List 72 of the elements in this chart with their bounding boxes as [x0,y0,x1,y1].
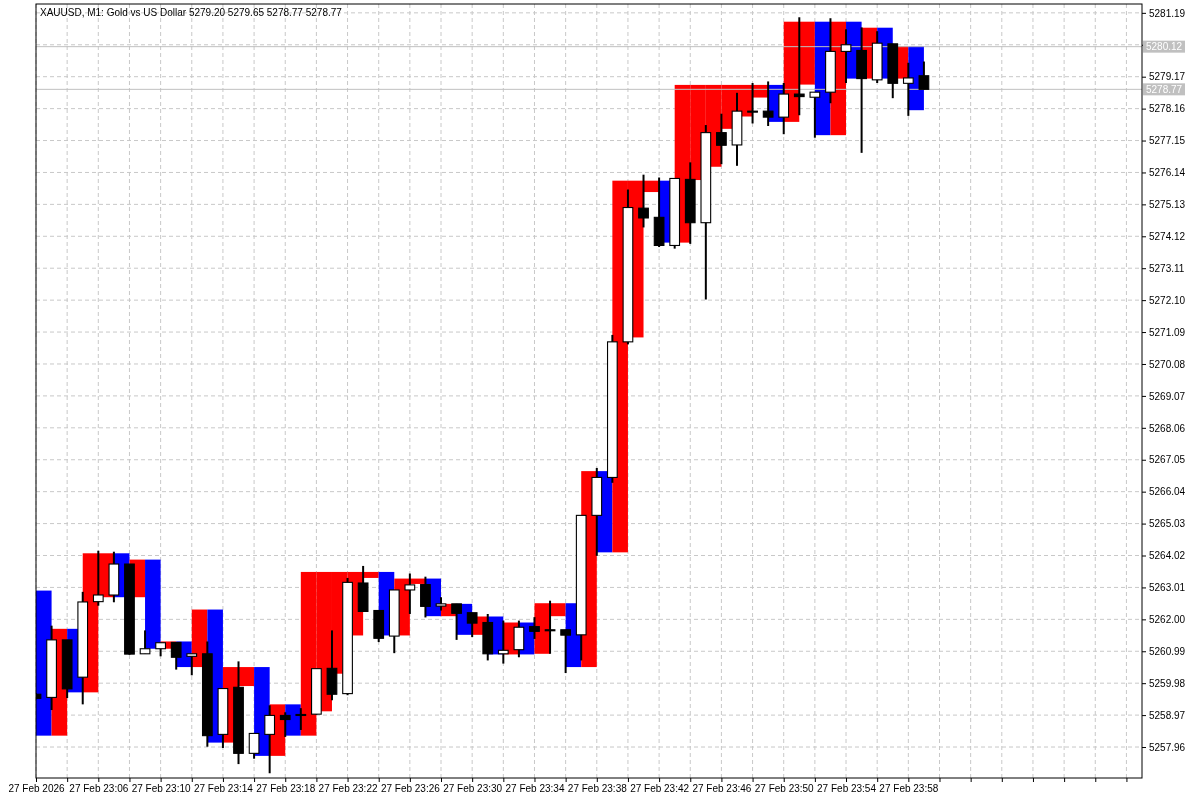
candlestick [529,616,540,640]
y-tick-label: 5271.09 [1149,326,1186,338]
candlestick [497,619,509,665]
chart-title: XAUUSD, M1: Gold vs US Dollar 5279.20 5279.65 5278.77 5278.77 [40,7,343,18]
candlestick [451,602,462,641]
candlestick [139,629,151,655]
y-tick-label: 5279.17 [1149,71,1186,83]
candlestick [513,619,525,659]
x-tick-label: 27 Feb 23:50 [754,783,815,795]
candlestick [918,60,930,91]
x-tick-label: 27 Feb 23:22 [318,783,378,795]
candlestick [809,91,821,139]
bar [550,603,566,617]
y-tick-label: 5265.03 [1149,518,1186,530]
y-tick-label: 5277.15 [1149,135,1186,147]
candlestick [716,112,727,166]
x-tick-label: 27 Feb 23:18 [256,783,316,795]
y-tick-label: 5260.99 [1149,645,1186,657]
y-tick-label: 5264.02 [1149,550,1186,562]
y-tick-label: 5263.01 [1149,582,1186,594]
bar [799,21,815,85]
y-tick-label: 5259.98 [1149,677,1186,689]
candlestick [92,549,104,607]
x-tick-label: 27 Feb 23:58 [879,783,939,795]
candlestick [747,82,758,125]
y-tick-label: 5267.05 [1149,454,1186,466]
x-tick-label: 27 Feb 23:42 [630,783,690,795]
candlestick [295,707,307,731]
y-tick-label: 5278.16 [1149,103,1186,115]
price-tag: 5278.77 [1143,83,1185,96]
x-tick-label: 27 Feb 23:14 [193,783,254,795]
x-tick-label: 27 Feb 23:26 [380,783,441,795]
x-tick-label: 27 Feb 23:34 [505,783,565,795]
candlestick [778,82,790,136]
x-tick-label: 27 Feb 23:54 [817,783,877,795]
bar [145,559,161,649]
y-tick-label: 5269.07 [1149,390,1186,402]
candlestick [793,16,805,117]
y-tick-label: 5276.14 [1149,167,1186,179]
candlestick [404,572,416,615]
x-tick-label: 27 Feb 23:38 [567,783,628,795]
price-tag: 5280.12 [1143,40,1185,53]
candlestick [466,611,478,639]
candlestick [248,732,260,760]
candlestick [560,628,572,675]
y-tick-label: 5281.19 [1149,7,1186,19]
x-tick-label: 27 Feb 23:06 [69,783,129,795]
candlestick [762,80,774,127]
candlestick [420,575,431,619]
y-tick-label: 5272.10 [1149,294,1186,306]
y-tick-label: 5273.11 [1149,262,1185,274]
y-tick-label: 5258.97 [1149,709,1186,721]
candlestick [186,652,198,677]
candlestick [638,173,649,229]
candlestick [264,704,276,775]
candlestick [170,641,182,671]
y-tick-label: 5266.04 [1149,486,1186,498]
y-tick-label: 5262.00 [1149,614,1186,626]
candlestick [544,599,556,655]
x-tick-label: 27 Feb 23:46 [692,783,752,795]
candlestick [902,61,914,117]
candlestick [279,711,291,738]
bar [363,571,379,578]
x-tick-label: 27 Feb 23:10 [131,783,192,795]
y-tick-label: 5270.08 [1149,358,1186,370]
y-tick-label: 5275.13 [1149,199,1186,211]
x-tick-label: 27 Feb 23:30 [443,783,503,795]
y-tick-label: 5268.06 [1149,422,1186,434]
y-tick-label: 5274.12 [1149,230,1186,242]
candlestick [840,28,852,85]
x-tick-label: 27 Feb 2026 [8,783,66,795]
y-tick-label: 5257.96 [1149,741,1186,753]
